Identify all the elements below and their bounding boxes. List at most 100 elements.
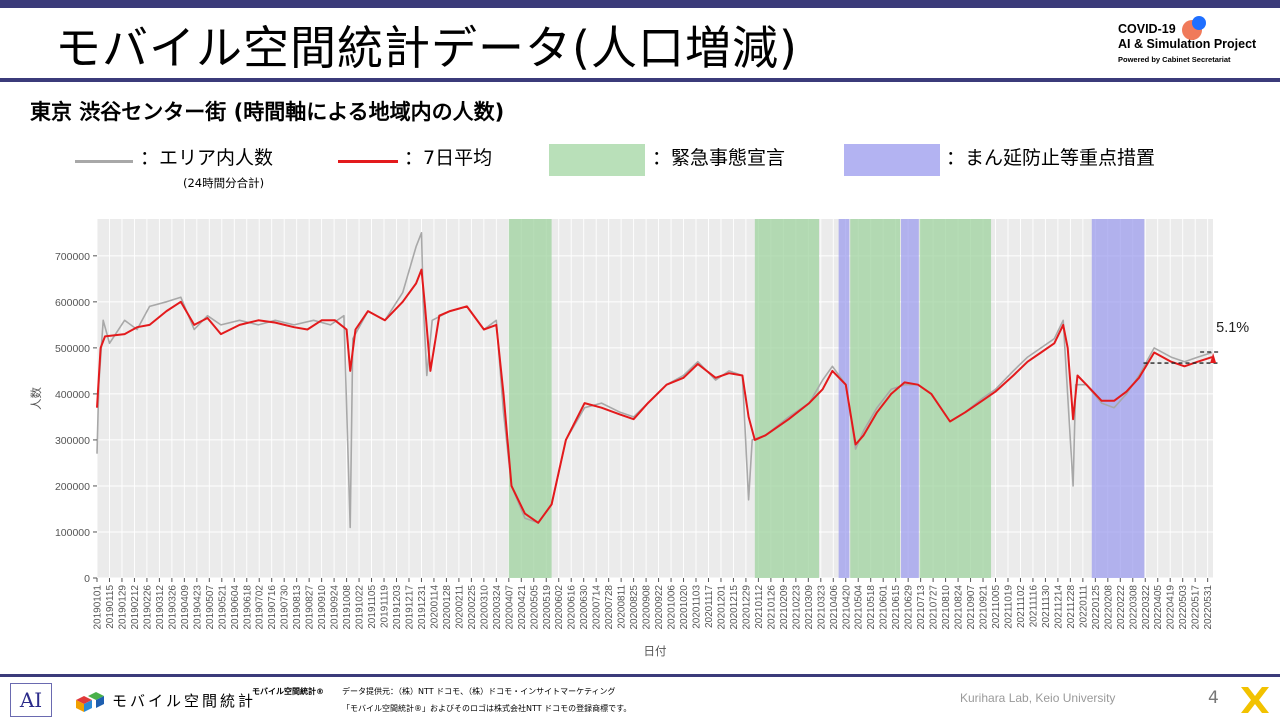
x-tick-label: 20190101 — [93, 585, 104, 630]
x-tick-label: 20190618 — [242, 585, 253, 630]
x-tick-label: 20211019 — [1004, 585, 1015, 629]
x-tick-label: 20191105 — [367, 585, 378, 629]
x-tick-label: 20220322 — [1141, 585, 1152, 630]
y-tick-label: 400000 — [55, 389, 90, 401]
x-tick-label: 20190702 — [255, 585, 266, 630]
legend-gray-label: ：エリア内人数 — [140, 147, 274, 169]
x-tick-label: 20201229 — [741, 585, 752, 630]
x-tick-label: 20201103 — [692, 585, 703, 629]
x-tick-label: 20220222 — [1116, 585, 1127, 630]
emergency-band — [508, 219, 552, 578]
legend-red-line-icon — [338, 160, 398, 163]
top-accent-bar — [0, 0, 1280, 8]
annotation-arrow-icon — [1210, 353, 1217, 364]
x-tick-label: 20220208 — [1103, 585, 1114, 630]
x-tick-label: 20210406 — [829, 585, 840, 630]
x-tick-label: 20211214 — [1053, 585, 1064, 629]
x-tick-label: 20200421 — [517, 585, 528, 630]
y-tick-label: 700000 — [55, 251, 90, 263]
emergency-band — [919, 219, 992, 578]
x-tick-label: 20201006 — [667, 585, 678, 630]
x-tick-label: 20210921 — [979, 585, 990, 630]
x-tick-label: 20190507 — [205, 585, 216, 630]
x-tick-label: 20220503 — [1178, 585, 1189, 630]
x-tick-label: 20190813 — [292, 585, 303, 630]
legend-green-label: ：緊急事態宣言 — [652, 147, 786, 169]
footer-provider: データ提供元：（株）NTT ドコモ、（株）ドコモ・インサイトマーケティング — [342, 687, 616, 696]
semi-emergency-band — [838, 219, 850, 578]
population-chart: 0 100000 200000 300000 400000 500000 600000 700… — [29, 219, 1249, 658]
x-tick-label: 20200519 — [542, 585, 553, 630]
semi-emergency-band — [901, 219, 919, 578]
x-tick-label: 20200225 — [467, 585, 478, 630]
x-tick-label: 20200407 — [504, 585, 515, 630]
x-tick-label: 20190115 — [105, 585, 116, 629]
x-tick-label: 20200310 — [479, 585, 490, 630]
logo-line-2: AI & Simulation Project — [1118, 37, 1257, 51]
logo-blue-circle-icon — [1192, 16, 1206, 30]
x-tick-label: 20210601 — [879, 585, 890, 630]
x-tick-label: 20190409 — [180, 585, 191, 630]
legend-blue-label: ：まん延防止等重点措置 — [946, 147, 1156, 169]
footer-trademark: 「モバイル空間統計®」およびそのロゴは株式会社NTT ドコモの登録商標です。 — [342, 704, 632, 713]
x-tick-label: 20190604 — [230, 585, 241, 630]
x-tick-label: 20201117 — [704, 585, 715, 628]
x-tick-label: 20210629 — [904, 585, 915, 630]
x-tick-label: 20210824 — [954, 585, 965, 630]
x-tick-label: 20200922 — [654, 585, 665, 630]
x-tick-label: 20190212 — [130, 585, 141, 630]
ai-logo-icon: AI — [10, 683, 52, 717]
x-tick-label: 20200602 — [554, 585, 565, 630]
mobile-stats-logo: モバイル空間統計 — [72, 686, 253, 716]
x-tick-label: 20190326 — [167, 585, 178, 630]
legend-gray-line-icon — [75, 160, 133, 163]
logo-line-3: Powered by Cabinet Secretariat — [1118, 55, 1231, 64]
x-tick-label: 20210323 — [816, 585, 827, 630]
x-tick-label: 20220111 — [1078, 585, 1089, 628]
x-tick-label: 20200908 — [642, 585, 653, 630]
x-tick-label: 20190924 — [330, 585, 341, 630]
x-tick-label: 20210126 — [766, 585, 777, 630]
y-tick-label: 600000 — [55, 297, 90, 309]
title-rule — [0, 78, 1280, 82]
x-tick-label: 20191008 — [342, 585, 353, 630]
y-tick-label: 300000 — [55, 435, 90, 447]
mobile-stats-brand: モバイル空間統計 — [112, 692, 257, 710]
x-tick-label: 20200825 — [629, 585, 640, 630]
x-tick-label: 20210907 — [966, 585, 977, 630]
x-tick-label: 20210810 — [941, 585, 952, 630]
x-tick-label: 20201215 — [729, 585, 740, 630]
x-tick-label: 20190423 — [192, 585, 203, 630]
x-tick-label: 20200128 — [442, 585, 453, 630]
x-tick-label: 20220308 — [1128, 585, 1139, 630]
emergency-band — [754, 219, 820, 578]
x-tick-label: 20211116 — [1028, 585, 1039, 628]
x-tick-label: 20190730 — [280, 585, 291, 630]
x-tick-label: 20190312 — [155, 585, 166, 630]
page-number: 4 — [1208, 688, 1219, 708]
x-tick-label: 20220419 — [1166, 585, 1177, 630]
x-tick-label: 20191022 — [355, 585, 366, 630]
logo-line-1: COVID-19 — [1118, 22, 1176, 36]
cube-logo-icon — [76, 692, 104, 712]
footer-lab-name: Kurihara Lab, Keio University — [960, 691, 1116, 705]
x-tick-label: 20210223 — [791, 585, 802, 630]
x-tick-label: 20200114 — [429, 585, 440, 629]
x-tick-label: 20220517 — [1191, 585, 1202, 630]
covid-project-logo: COVID-19 AI & Simulation Project Powered… — [1118, 16, 1278, 74]
x-tick-label: 20190827 — [305, 585, 316, 630]
x-tick-label: 20210112 — [754, 585, 765, 629]
x-tick-label: 20210615 — [891, 585, 902, 630]
x-tick-label: 20190226 — [142, 585, 153, 630]
x-tick-label: 20210504 — [854, 585, 865, 630]
x-tick-label: 20200728 — [604, 585, 615, 630]
x-tick-label: 20210713 — [916, 585, 927, 630]
x-tick-label: 20200505 — [529, 585, 540, 630]
legend-green-box-icon — [549, 144, 645, 176]
x-tick-label: 20220531 — [1203, 585, 1214, 630]
x-tick-label: 20211130 — [1041, 585, 1052, 628]
x-tick-label: 20200811 — [617, 585, 628, 629]
legend-gray-note: (24時間分合計) — [183, 176, 265, 190]
x-tick-label: 20210209 — [779, 585, 790, 630]
annotation-percent-label: 5.1% — [1216, 320, 1249, 336]
